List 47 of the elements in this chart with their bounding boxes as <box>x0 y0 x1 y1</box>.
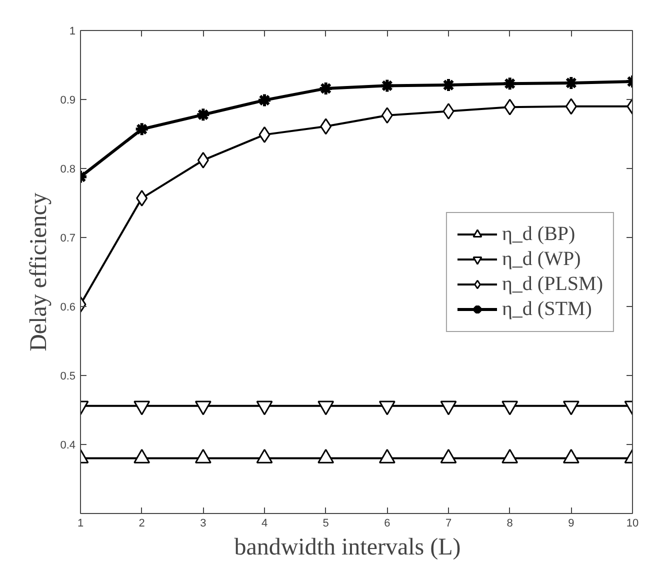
point <box>134 122 150 137</box>
point <box>502 76 518 92</box>
x-tick-label: 1 <box>77 518 84 530</box>
point <box>564 75 579 90</box>
point <box>196 107 211 122</box>
point <box>440 448 457 464</box>
point <box>136 190 148 206</box>
point <box>502 448 518 464</box>
point <box>441 78 456 93</box>
x-tick-label: 8 <box>506 518 513 530</box>
legend-label: η_d (STM) <box>502 298 592 320</box>
x-tick-label: 5 <box>322 518 329 530</box>
x-tick-label: 4 <box>261 518 268 530</box>
point <box>197 152 209 168</box>
y-tick-label: 0.8 <box>60 164 76 176</box>
y-tick-label: 0.7 <box>60 232 76 244</box>
point <box>194 448 212 464</box>
point <box>378 448 396 464</box>
y-tick-label: 0.9 <box>60 94 76 106</box>
x-tick-label: 3 <box>200 518 206 530</box>
x-tick-label: 10 <box>626 518 639 530</box>
point <box>134 448 150 464</box>
point <box>562 448 580 464</box>
point <box>565 98 577 115</box>
legend-label: η_d (BP) <box>502 222 576 246</box>
legend-label: η_d (WP) <box>502 248 581 270</box>
y-tick-label: 0.4 <box>60 440 76 452</box>
y-tick-label: 0.6 <box>60 302 76 314</box>
x-tick-label: 7 <box>445 518 452 530</box>
x-tick-label: 2 <box>138 518 145 530</box>
x-axis-title: bandwidth intervals (L) <box>234 534 461 560</box>
x-tick-label: 6 <box>384 518 390 530</box>
point <box>504 98 516 116</box>
legend-label: η_d (PLSM) <box>502 272 603 296</box>
point <box>442 102 454 120</box>
x-tick-label: 9 <box>568 518 574 530</box>
y-tick-label: 0.5 <box>60 370 76 382</box>
point <box>318 80 334 96</box>
point <box>318 448 334 464</box>
point <box>257 92 272 108</box>
y-tick-label: 1 <box>69 26 76 38</box>
point <box>320 118 332 135</box>
point <box>256 448 273 464</box>
point <box>380 78 395 94</box>
y-axis-title: Delay efficiency <box>26 192 52 352</box>
point <box>258 126 270 143</box>
point <box>381 107 393 124</box>
